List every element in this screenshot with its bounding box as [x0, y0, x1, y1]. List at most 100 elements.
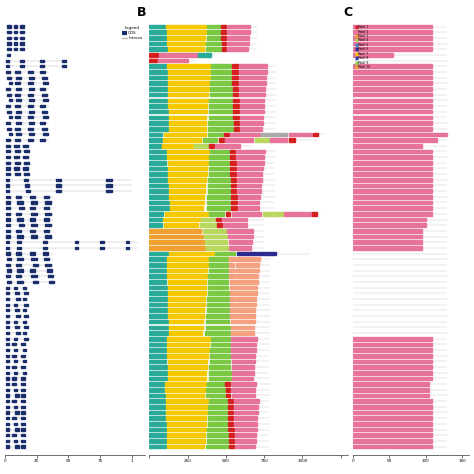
Bar [353, 399, 431, 403]
Bar [6, 219, 10, 220]
Bar [12, 355, 16, 357]
Bar [210, 155, 229, 159]
Bar [16, 196, 21, 198]
Bar [6, 230, 10, 232]
Bar [207, 206, 230, 210]
Bar [223, 223, 246, 227]
Bar [353, 93, 431, 97]
Bar [231, 183, 237, 187]
Bar [168, 314, 204, 318]
Bar [240, 127, 262, 130]
Bar [353, 138, 437, 142]
Bar [231, 320, 236, 323]
Bar [44, 196, 49, 198]
Bar [168, 303, 205, 307]
Bar [21, 343, 25, 346]
Bar [237, 201, 259, 204]
Bar [236, 280, 258, 284]
Bar [207, 433, 228, 437]
Bar [149, 144, 161, 147]
Bar [43, 247, 46, 249]
Bar [27, 93, 33, 96]
Bar [208, 121, 233, 125]
Bar [234, 127, 239, 130]
Bar [168, 371, 206, 374]
Bar [234, 416, 257, 420]
Bar [209, 274, 228, 278]
Bar [107, 179, 111, 181]
Bar [149, 393, 165, 397]
Bar [168, 76, 210, 80]
Bar [149, 166, 167, 170]
Bar [46, 270, 52, 272]
Bar [166, 410, 207, 414]
Bar [208, 127, 233, 130]
Bar [62, 65, 66, 67]
Bar [237, 331, 254, 335]
Bar [21, 394, 25, 397]
Bar [24, 173, 29, 175]
Bar [149, 110, 168, 113]
Bar [43, 99, 48, 101]
Bar [169, 183, 205, 187]
Bar [6, 286, 9, 289]
Bar [14, 337, 18, 340]
Bar [239, 76, 266, 80]
Bar [230, 303, 236, 307]
Bar [353, 195, 431, 199]
Bar [15, 446, 18, 447]
Bar [149, 25, 165, 28]
Bar [149, 405, 165, 409]
Bar [167, 337, 210, 340]
Bar [289, 133, 311, 136]
Bar [166, 399, 208, 403]
Bar [230, 297, 236, 301]
Bar [353, 337, 431, 340]
Bar [168, 99, 208, 102]
Bar [149, 223, 162, 227]
Bar [228, 422, 233, 426]
Bar [149, 87, 167, 91]
Bar [236, 257, 260, 261]
Bar [14, 156, 18, 158]
Bar [16, 230, 21, 232]
Bar [239, 87, 265, 91]
Bar [43, 253, 48, 255]
Bar [232, 377, 253, 380]
Bar [230, 166, 236, 170]
Bar [107, 184, 111, 187]
Bar [149, 382, 164, 386]
Bar [27, 139, 33, 141]
Bar [167, 263, 208, 267]
Bar [167, 42, 205, 46]
Bar [149, 161, 166, 164]
Bar [167, 280, 207, 284]
Bar [208, 286, 228, 290]
Bar [6, 309, 9, 311]
Bar [14, 440, 18, 442]
Bar [227, 229, 254, 233]
Bar [227, 36, 249, 40]
Bar [206, 42, 221, 46]
Bar [149, 212, 163, 216]
Bar [6, 241, 9, 243]
Bar [226, 212, 230, 216]
Bar [233, 104, 239, 108]
Bar [167, 30, 206, 34]
Bar [6, 366, 9, 368]
Bar [149, 320, 167, 323]
Bar [237, 161, 264, 164]
Bar [353, 433, 431, 437]
Bar [208, 280, 228, 284]
Bar [18, 236, 23, 237]
Bar [149, 178, 167, 182]
Bar [168, 172, 207, 176]
Bar [167, 445, 204, 448]
Bar [168, 47, 204, 51]
Bar [149, 252, 168, 255]
Bar [20, 65, 24, 67]
Bar [21, 417, 25, 419]
Bar [6, 428, 9, 430]
Bar [55, 190, 61, 192]
Bar [353, 133, 447, 136]
